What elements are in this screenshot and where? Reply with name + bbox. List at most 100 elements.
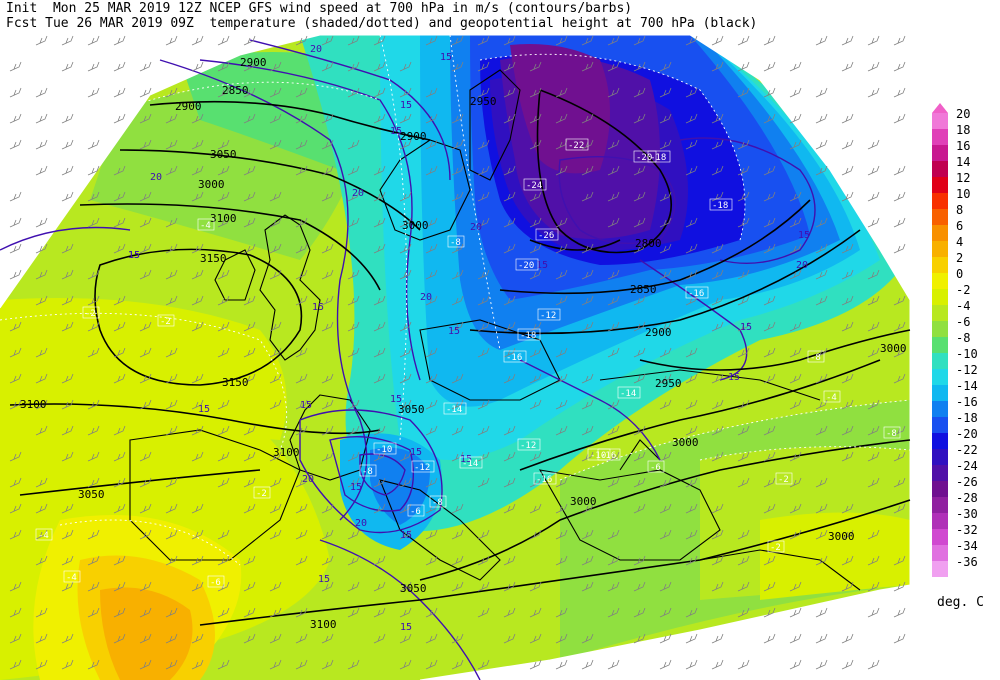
wind-barb: [269, 217, 282, 228]
wind-barb: [581, 165, 594, 176]
wind-barb: [529, 243, 542, 254]
wind-barb: [893, 451, 906, 462]
wind-label: 15: [198, 404, 210, 415]
wind-barb: [191, 243, 204, 254]
wind-barb: [893, 347, 906, 358]
colorbar-label: -2: [956, 283, 971, 297]
wind-barb: [841, 191, 854, 202]
colorbar-swatch: [932, 209, 948, 225]
wind-barb: [399, 633, 412, 644]
colorbar-label: 2: [956, 251, 964, 265]
wind-barb: [763, 61, 776, 72]
wind-barb: [347, 321, 360, 332]
wind-barb: [269, 503, 282, 514]
wind-barb: [659, 477, 672, 488]
wind-barb: [451, 321, 464, 332]
height-label: 3050: [400, 582, 427, 595]
wind-barb: [373, 347, 386, 358]
wind-barb: [737, 165, 750, 176]
wind-barb: [685, 165, 698, 176]
wind-barb: [659, 243, 672, 254]
temperature-label: -2: [770, 543, 781, 553]
temperature-label: -12: [520, 441, 536, 451]
wind-barb: [685, 529, 698, 540]
colorbar-swatch: [932, 465, 948, 481]
wind-barb: [867, 425, 880, 436]
wind-barb: [269, 113, 282, 124]
colorbar-label: -12: [956, 363, 978, 377]
wind-barb: [243, 503, 256, 514]
wind-barb: [399, 659, 412, 670]
wind-barb: [503, 633, 516, 644]
wind-barb: [425, 243, 438, 254]
wind-barb: [789, 477, 802, 488]
wind-barb: [659, 581, 672, 592]
wind-barb: [607, 139, 620, 150]
wind-barb: [295, 139, 308, 150]
colorbar-label: -14: [956, 379, 978, 393]
wind-barb: [659, 659, 672, 670]
wind-barb: [503, 35, 516, 46]
wind-barb: [165, 399, 178, 410]
wind-barb: [217, 61, 230, 72]
wind-barb: [35, 87, 48, 98]
wind-barb: [451, 165, 464, 176]
wind-barb: [477, 61, 490, 72]
temperature-label: -14: [620, 389, 636, 399]
wind-barb: [685, 243, 698, 254]
wind-barb: [893, 113, 906, 124]
wind-barb: [503, 607, 516, 618]
height-label: 3050: [398, 403, 425, 416]
wind-label: 20: [420, 292, 432, 303]
wind-barb: [373, 321, 386, 332]
wind-barb: [269, 633, 282, 644]
wind-barb: [113, 165, 126, 176]
colorbar-label: 8: [956, 203, 964, 217]
wind-barb: [867, 399, 880, 410]
wind-barb: [451, 425, 464, 436]
wind-barb: [191, 425, 204, 436]
wind-barb: [763, 477, 776, 488]
wind-barb: [529, 529, 542, 540]
wind-barb: [61, 399, 74, 410]
wind-barb: [555, 373, 568, 384]
wind-barb: [659, 269, 672, 280]
wind-barb: [191, 295, 204, 306]
wind-barb: [35, 35, 48, 46]
coastlines: [129, 69, 861, 591]
wind-barb: [165, 607, 178, 618]
wind-barb: [841, 373, 854, 384]
wind-barb: [87, 165, 100, 176]
wind-barb: [243, 451, 256, 462]
wind-barb: [399, 399, 412, 410]
wind-barb: [581, 633, 594, 644]
wind-barb: [217, 607, 230, 618]
wind-barb: [9, 243, 22, 254]
wind-barb: [529, 451, 542, 462]
wind-barb: [581, 269, 594, 280]
wind-barb: [35, 659, 48, 670]
wind-barb: [451, 139, 464, 150]
wind-barb: [815, 295, 828, 306]
temperature-label: -20: [518, 261, 534, 271]
wind-barb: [659, 633, 672, 644]
wind-barb: [867, 165, 880, 176]
wind-barb: [113, 555, 126, 566]
wind-barb: [321, 425, 334, 436]
wind-barb: [61, 659, 74, 670]
wind-barb: [347, 295, 360, 306]
wind-barb: [815, 503, 828, 514]
wind-barb: [789, 321, 802, 332]
wind-barb: [61, 35, 74, 46]
wind-barb: [35, 113, 48, 124]
wind-barb: [165, 347, 178, 358]
wind-barb: [9, 581, 22, 592]
wind-barb: [477, 191, 490, 202]
wind-barb: [217, 399, 230, 410]
wind-barb: [191, 399, 204, 410]
wind-barb: [139, 113, 152, 124]
wind-barb: [321, 35, 334, 46]
wind-barb: [425, 607, 438, 618]
colorbar-label: 18: [956, 123, 971, 137]
wind-barb: [841, 529, 854, 540]
